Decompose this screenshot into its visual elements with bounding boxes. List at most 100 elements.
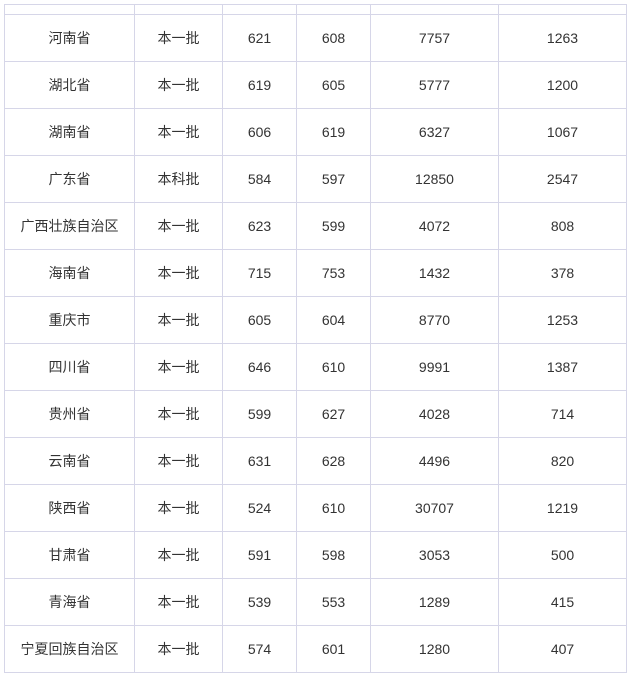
table-cell: 广东省 [5, 156, 135, 203]
table-cell: 646 [223, 344, 297, 391]
table-row: 四川省本一批64661099911387 [5, 344, 627, 391]
table-cell: 606 [223, 109, 297, 156]
table-cell: 1200 [499, 62, 627, 109]
table-cell: 378 [499, 250, 627, 297]
table-cell: 1289 [371, 579, 499, 626]
table-cell: 4028 [371, 391, 499, 438]
table-cell: 3053 [371, 532, 499, 579]
table-row: 陕西省本一批524610307071219 [5, 485, 627, 532]
table-cell: 1067 [499, 109, 627, 156]
table-cell: 714 [499, 391, 627, 438]
table-cell: 715 [223, 250, 297, 297]
table-cell: 584 [223, 156, 297, 203]
table-cell: 贵州省 [5, 391, 135, 438]
table-cell: 820 [499, 438, 627, 485]
table-cell: 1432 [371, 250, 499, 297]
table-cell: 1263 [499, 15, 627, 62]
table-cell: 415 [499, 579, 627, 626]
header-cell [5, 5, 135, 15]
table-cell: 591 [223, 532, 297, 579]
table-cell: 本一批 [135, 485, 223, 532]
table-cell: 601 [297, 626, 371, 673]
table-row: 海南省本一批7157531432378 [5, 250, 627, 297]
table-row: 广东省本科批584597128502547 [5, 156, 627, 203]
table-cell: 7757 [371, 15, 499, 62]
table-row: 广西壮族自治区本一批6235994072808 [5, 203, 627, 250]
table-cell: 623 [223, 203, 297, 250]
table-cell: 重庆市 [5, 297, 135, 344]
table-cell: 4496 [371, 438, 499, 485]
table-body: 河南省本一批62160877571263湖北省本一批61960557771200… [5, 15, 627, 673]
table-cell: 本科批 [135, 156, 223, 203]
table-cell: 1219 [499, 485, 627, 532]
table-cell: 甘肃省 [5, 532, 135, 579]
table-cell: 12850 [371, 156, 499, 203]
table-row: 贵州省本一批5996274028714 [5, 391, 627, 438]
table-cell: 9991 [371, 344, 499, 391]
table-cell: 753 [297, 250, 371, 297]
table-cell: 608 [297, 15, 371, 62]
header-cell [297, 5, 371, 15]
table-cell: 599 [223, 391, 297, 438]
table-cell: 陕西省 [5, 485, 135, 532]
table-row: 甘肃省本一批5915983053500 [5, 532, 627, 579]
table-cell: 619 [297, 109, 371, 156]
table-cell: 599 [297, 203, 371, 250]
table-cell: 500 [499, 532, 627, 579]
table-cell: 598 [297, 532, 371, 579]
table-cell: 湖北省 [5, 62, 135, 109]
table-cell: 621 [223, 15, 297, 62]
table-cell: 本一批 [135, 250, 223, 297]
table-cell: 1387 [499, 344, 627, 391]
table-cell: 本一批 [135, 109, 223, 156]
table-row: 云南省本一批6316284496820 [5, 438, 627, 485]
header-cell [223, 5, 297, 15]
table-cell: 605 [223, 297, 297, 344]
table-cell: 宁夏回族自治区 [5, 626, 135, 673]
table-row: 湖北省本一批61960557771200 [5, 62, 627, 109]
table-cell: 628 [297, 438, 371, 485]
table-cell: 本一批 [135, 62, 223, 109]
table-cell: 本一批 [135, 532, 223, 579]
table-cell: 河南省 [5, 15, 135, 62]
table-row: 河南省本一批62160877571263 [5, 15, 627, 62]
table-cell: 本一批 [135, 579, 223, 626]
table-cell: 4072 [371, 203, 499, 250]
table-cell: 808 [499, 203, 627, 250]
table-cell: 30707 [371, 485, 499, 532]
table-cell: 本一批 [135, 438, 223, 485]
data-table-container: 河南省本一批62160877571263湖北省本一批61960557771200… [4, 4, 627, 673]
table-cell: 本一批 [135, 626, 223, 673]
table-cell: 539 [223, 579, 297, 626]
table-cell: 610 [297, 344, 371, 391]
table-cell: 湖南省 [5, 109, 135, 156]
table-cell: 619 [223, 62, 297, 109]
table-cell: 本一批 [135, 15, 223, 62]
table-cell: 本一批 [135, 344, 223, 391]
table-cell: 631 [223, 438, 297, 485]
data-table: 河南省本一批62160877571263湖北省本一批61960557771200… [4, 4, 627, 673]
table-row: 重庆市本一批60560487701253 [5, 297, 627, 344]
table-cell: 本一批 [135, 203, 223, 250]
table-cell: 云南省 [5, 438, 135, 485]
table-cell: 597 [297, 156, 371, 203]
table-cell: 1253 [499, 297, 627, 344]
table-cell: 青海省 [5, 579, 135, 626]
table-cell: 524 [223, 485, 297, 532]
table-cell: 5777 [371, 62, 499, 109]
header-cell [499, 5, 627, 15]
header-cell [135, 5, 223, 15]
header-spacer-row [5, 5, 627, 15]
table-cell: 605 [297, 62, 371, 109]
table-cell: 广西壮族自治区 [5, 203, 135, 250]
table-cell: 553 [297, 579, 371, 626]
table-cell: 407 [499, 626, 627, 673]
table-cell: 四川省 [5, 344, 135, 391]
table-cell: 2547 [499, 156, 627, 203]
header-cell [371, 5, 499, 15]
table-cell: 574 [223, 626, 297, 673]
table-cell: 本一批 [135, 391, 223, 438]
table-cell: 1280 [371, 626, 499, 673]
table-row: 湖南省本一批60661963271067 [5, 109, 627, 156]
table-row: 宁夏回族自治区本一批5746011280407 [5, 626, 627, 673]
